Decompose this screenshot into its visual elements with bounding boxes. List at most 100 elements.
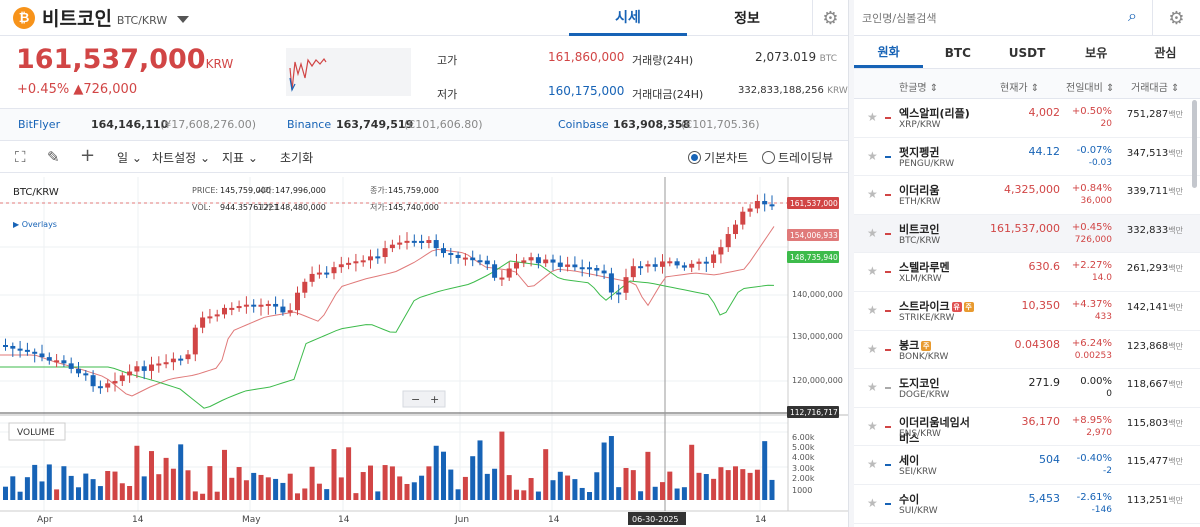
- star-icon[interactable]: ★: [867, 495, 878, 510]
- exchange-price: 164,146,110: [91, 118, 169, 131]
- tab-quote[interactable]: 시세: [569, 0, 687, 36]
- volume-tick: 3.00k: [792, 464, 815, 473]
- period-select[interactable]: 일 ⌄: [117, 151, 142, 165]
- volume-bar: [535, 491, 541, 500]
- star-icon[interactable]: ★: [867, 457, 878, 472]
- coin-row[interactable]: ★ 세이 SEI/KRW 504 -0.40% -2 115,477백만: [854, 446, 1200, 485]
- trend-marker: [885, 502, 891, 505]
- volume-tick: 2.00k: [792, 474, 815, 483]
- coin-row[interactable]: ★ 봉크 주 BONK/KRW 0.04308 +6.24% 0.00253 12…: [854, 331, 1200, 370]
- pencil-icon[interactable]: ✎: [47, 148, 60, 166]
- coin-row[interactable]: ★ 도지코인 DOGE/KRW 271.9 0.00% 0 118,667백만: [854, 369, 1200, 408]
- ohlc-value: 148,480,000: [275, 203, 326, 212]
- coin-volume: 115,803백만: [1126, 417, 1183, 429]
- tab-krw[interactable]: 원화: [854, 37, 924, 68]
- coin-row[interactable]: ★ 이더리움 ETH/KRW 4,325,000 +0.84% 36,000 3…: [854, 176, 1200, 215]
- candle: [506, 268, 512, 278]
- tab-holdings[interactable]: 보유: [1085, 46, 1108, 60]
- tab-usdt[interactable]: USDT: [1008, 45, 1046, 60]
- indicator-select[interactable]: 지표 ⌄: [222, 151, 258, 165]
- zoom-controls: − +: [402, 390, 446, 408]
- coin-change-abs: -2: [1103, 466, 1112, 477]
- volume-bar: [134, 445, 140, 500]
- trend-marker: [885, 271, 891, 274]
- col-change[interactable]: 전일대비 ⇕: [1066, 83, 1115, 94]
- candle: [492, 264, 498, 278]
- date-tick: May: [242, 515, 261, 525]
- star-icon[interactable]: ★: [867, 225, 878, 240]
- col-name[interactable]: 한글명 ⇕: [899, 83, 939, 94]
- volume-bar: [594, 472, 600, 500]
- star-icon[interactable]: ★: [867, 148, 878, 163]
- star-icon[interactable]: ★: [867, 380, 878, 395]
- coin-select-caret-icon[interactable]: [177, 15, 190, 23]
- candle: [32, 351, 38, 354]
- coin-change-abs: 433: [1094, 311, 1112, 322]
- coin-row[interactable]: ★ 스텔라루멘 XLM/KRW 630.6 +2.27% 14.0 261,29…: [854, 253, 1200, 292]
- coin-row[interactable]: ★ 이더리움네임서비스 ENS/KRW 36,170 +8.95% 2,970 …: [854, 408, 1200, 447]
- ohlc-value: 145,759,000: [388, 186, 439, 195]
- candle: [681, 265, 687, 268]
- candle: [747, 208, 753, 212]
- svg-text:161,537,000: 161,537,000: [790, 199, 838, 208]
- candlestick-chart[interactable]: 140,000,000 130,000,000 120,000,000 6.00k5.…: [0, 177, 849, 527]
- volume-bar: [565, 475, 571, 500]
- candle: [762, 200, 768, 205]
- star-icon[interactable]: ★: [867, 264, 878, 279]
- coin-row[interactable]: ★ 엑스알피(리플) XRP/KRW 4,002 +0.50% 20 751,2…: [854, 99, 1200, 138]
- fullscreen-icon[interactable]: ⛶: [15, 148, 26, 166]
- star-icon[interactable]: ★: [867, 302, 878, 317]
- candle: [90, 375, 96, 387]
- candle: [462, 257, 468, 260]
- volume-bar: [192, 491, 198, 500]
- col-volume[interactable]: 거래대금 ⇕: [1131, 83, 1180, 94]
- reset-button[interactable]: 초기화: [280, 151, 314, 165]
- date-tick: 14: [548, 515, 560, 525]
- tab-favorites[interactable]: 관심: [1154, 46, 1177, 60]
- tradingview-radio[interactable]: 트레이딩뷰: [762, 149, 833, 166]
- gear-icon[interactable]: ⚙: [812, 0, 848, 36]
- zoom-out-button[interactable]: −: [411, 393, 420, 406]
- coin-price: 44.12: [1028, 144, 1061, 158]
- date-tick: Jun: [454, 515, 469, 525]
- volume-bar: [725, 470, 731, 500]
- star-icon[interactable]: ★: [867, 341, 878, 356]
- volume-bar: [404, 483, 410, 500]
- coin-row[interactable]: ★ 스트라이크 유 주 STRIKE/KRW 10,350 +4.37% 433 1…: [854, 292, 1200, 331]
- col-price[interactable]: 현재가 ⇕: [1000, 83, 1040, 94]
- coin-pair: STRIKE/KRW: [899, 312, 955, 323]
- tab-info[interactable]: 정보: [734, 11, 760, 27]
- star-icon[interactable]: ★: [867, 187, 878, 202]
- exchange-price: 163,908,358: [613, 118, 691, 131]
- scrollbar[interactable]: [1192, 100, 1197, 188]
- candle: [630, 266, 636, 278]
- chart-settings-select[interactable]: 차트설정 ⌄: [152, 151, 211, 165]
- basic-chart-radio[interactable]: 기본차트: [688, 149, 748, 166]
- coin-row[interactable]: ★ 펏지펭귄 PENGU/KRW 44.12 -0.07% -0.03 347,…: [854, 138, 1200, 177]
- search-icon[interactable]: ⌕: [1128, 6, 1137, 25]
- candle: [112, 381, 118, 384]
- volume-bar: [163, 457, 169, 500]
- trading-panel: ₿ 비트코인 BTC/KRW 시세 정보 ⚙ 161,537,000KRW +0…: [0, 0, 849, 527]
- star-icon[interactable]: ★: [867, 110, 878, 124]
- zoom-in-button[interactable]: +: [430, 393, 439, 406]
- search-input[interactable]: [862, 8, 1142, 28]
- coin-row[interactable]: ★ 비트코인 BTC/KRW 161,537,000 +0.45% 726,00…: [854, 214, 1200, 254]
- star-icon[interactable]: ★: [867, 418, 878, 433]
- volume-bar: [119, 483, 125, 500]
- gear-icon[interactable]: ⚙: [1152, 0, 1200, 36]
- coin-price: 10,350: [1021, 298, 1061, 312]
- tab-btc[interactable]: BTC: [944, 45, 971, 60]
- crosshair-icon[interactable]: +: [80, 145, 96, 166]
- coin-pair: DOGE/KRW: [899, 390, 950, 401]
- coin-volume: 751,287백만: [1126, 109, 1183, 120]
- warning-badge: 유: [951, 301, 962, 312]
- coin-row[interactable]: ★ 수이 SUI/KRW 5,453 -2.61% -146 113,251백만: [854, 485, 1200, 524]
- trend-marker: [885, 348, 891, 351]
- candle: [243, 304, 249, 307]
- overlays-toggle[interactable]: ▶ Overlays: [13, 220, 57, 229]
- volume-bar: [265, 477, 271, 500]
- volume-tick: 1000: [792, 486, 812, 495]
- ohlc-value: 944.35761221: [220, 203, 279, 212]
- coin-change-pct: -0.07%: [1076, 144, 1112, 156]
